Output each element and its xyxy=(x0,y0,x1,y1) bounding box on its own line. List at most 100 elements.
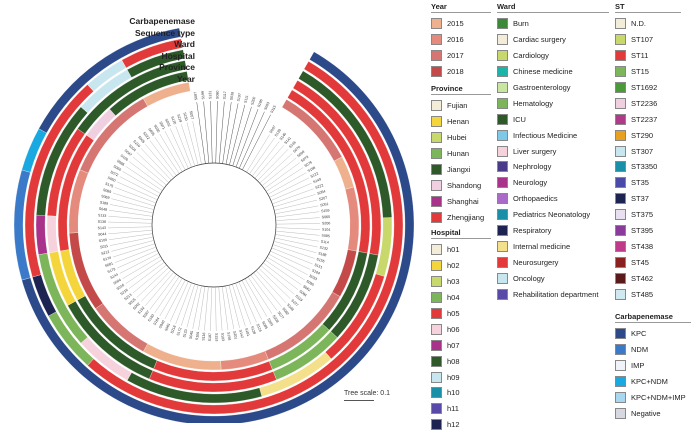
legend-swatch xyxy=(615,34,626,46)
legend-item: Jiangxi xyxy=(431,162,491,178)
legend-swatch xyxy=(615,97,626,109)
tree-branch xyxy=(154,276,180,313)
leaf-label: S188 xyxy=(318,251,327,257)
tree-branch xyxy=(275,227,320,230)
legend-item: Cardiac surgery xyxy=(497,32,609,48)
legend-item: Neurology xyxy=(497,175,609,191)
leaf-label: S218 xyxy=(170,325,177,334)
tree-branch xyxy=(149,140,177,176)
leaf-label: S216 xyxy=(120,288,129,296)
legend-label: ST15 xyxy=(631,67,649,77)
legend-swatch xyxy=(497,209,508,221)
leaf-label: S141 xyxy=(284,136,293,145)
legend-item: KPC xyxy=(615,326,691,342)
tree-branch xyxy=(228,285,240,328)
leaf-label: S146 xyxy=(288,140,297,149)
legend-item: ST45 xyxy=(615,254,681,270)
leaf-label: S084 xyxy=(298,289,307,297)
leaf-label: S208 xyxy=(272,314,280,323)
tree-branch xyxy=(259,153,293,184)
leaf-label: S124 xyxy=(255,323,262,332)
legend-label: ST307 xyxy=(631,146,654,156)
tree-branch xyxy=(109,210,153,217)
tree-branch xyxy=(275,223,320,225)
tree-branch xyxy=(119,176,159,197)
leaf-label: S071 xyxy=(158,121,165,130)
leaf-label: S097 xyxy=(269,125,277,134)
leaf-label: S116 xyxy=(201,332,206,340)
leaf-label: S187 xyxy=(208,333,212,342)
legend-item: NDM xyxy=(615,342,691,358)
legend-label: ST2236 xyxy=(631,98,658,108)
leaf-label: S089 xyxy=(102,188,111,194)
legend-item: Henan xyxy=(431,114,491,130)
legend-item: h11 xyxy=(431,401,491,417)
legend-label: ST11 xyxy=(631,51,649,61)
leaf-label: S123 xyxy=(182,329,188,338)
tree-branch xyxy=(264,162,300,189)
legend-item: h04 xyxy=(431,290,491,306)
tree-branch xyxy=(122,256,161,279)
tree-branch xyxy=(215,286,217,331)
legend-label: 2017 xyxy=(447,51,464,61)
tree-branch xyxy=(119,253,159,274)
leaf-label: S066 xyxy=(113,164,122,172)
tree-branch xyxy=(159,278,183,317)
leaf-label: S100 xyxy=(98,238,107,243)
legend-item: h01 xyxy=(431,242,491,258)
legend-label: Cardiology xyxy=(513,51,549,61)
leaf-label: S143 xyxy=(98,226,107,230)
legend-swatch xyxy=(431,116,442,128)
leaf-label: S067 xyxy=(142,310,150,319)
leaf-label: S090 xyxy=(305,279,314,287)
legend-label: ST485 xyxy=(631,289,654,299)
legend-label: Oncology xyxy=(513,273,545,283)
tree-branch xyxy=(109,204,154,214)
legend-label: Burn xyxy=(513,19,529,29)
legend-swatch xyxy=(615,209,626,221)
tree-branch xyxy=(210,286,213,331)
legend-label: N.D. xyxy=(631,19,646,29)
legend-swatch xyxy=(497,113,508,125)
legend-swatch xyxy=(431,371,442,383)
tree-branch xyxy=(235,283,252,325)
leaf-label: S080 xyxy=(215,91,219,100)
leaf-label: S175 xyxy=(104,182,113,189)
phylogenetic-tree: S097S130S140S141S146S070S099S079S076S198… xyxy=(13,27,415,423)
tree-branch xyxy=(273,241,317,253)
leaf-label: S002 xyxy=(164,118,171,127)
legend-label: Jiangxi xyxy=(447,165,471,174)
legend-swatch xyxy=(431,292,442,304)
legend-item: 2016 xyxy=(431,32,491,48)
ring-segment-hospital xyxy=(77,60,187,135)
legend-item: Nephrology xyxy=(497,159,609,175)
legend-item: Gastroenterology xyxy=(497,80,609,96)
leaf-label: S172 xyxy=(176,327,182,336)
leaf-label: S197 xyxy=(236,93,242,102)
legend-label: ST395 xyxy=(631,226,654,236)
tree-branch xyxy=(164,279,186,320)
legend-label: 2015 xyxy=(447,19,464,29)
leaf-label: S155 xyxy=(316,257,325,263)
legend-item: IMP xyxy=(615,358,691,374)
legend-swatch xyxy=(497,161,508,173)
leaf-label: S179 xyxy=(107,267,116,274)
legend-item: Internal medicine xyxy=(497,238,609,254)
legend-label: Infectious Medicine xyxy=(513,130,578,140)
leaf-label: S164 xyxy=(311,268,320,275)
legend-swatch xyxy=(497,256,508,268)
legend-swatch xyxy=(497,129,508,141)
leaf-label: S132 xyxy=(319,245,328,251)
legend-label: Chinese medicine xyxy=(513,67,573,77)
leaf-label: S189 xyxy=(99,200,108,206)
legend-swatch xyxy=(615,225,626,237)
legend-swatch xyxy=(431,308,442,319)
tree-branch xyxy=(112,192,155,207)
legend-swatch xyxy=(431,195,442,207)
legend-label: IMP xyxy=(631,361,645,371)
tree-branch xyxy=(275,230,320,236)
legend-swatch xyxy=(497,97,508,109)
leaf-label: S062 xyxy=(302,284,311,292)
legend-label: h07 xyxy=(447,340,460,350)
legend-label: 2016 xyxy=(447,35,464,45)
